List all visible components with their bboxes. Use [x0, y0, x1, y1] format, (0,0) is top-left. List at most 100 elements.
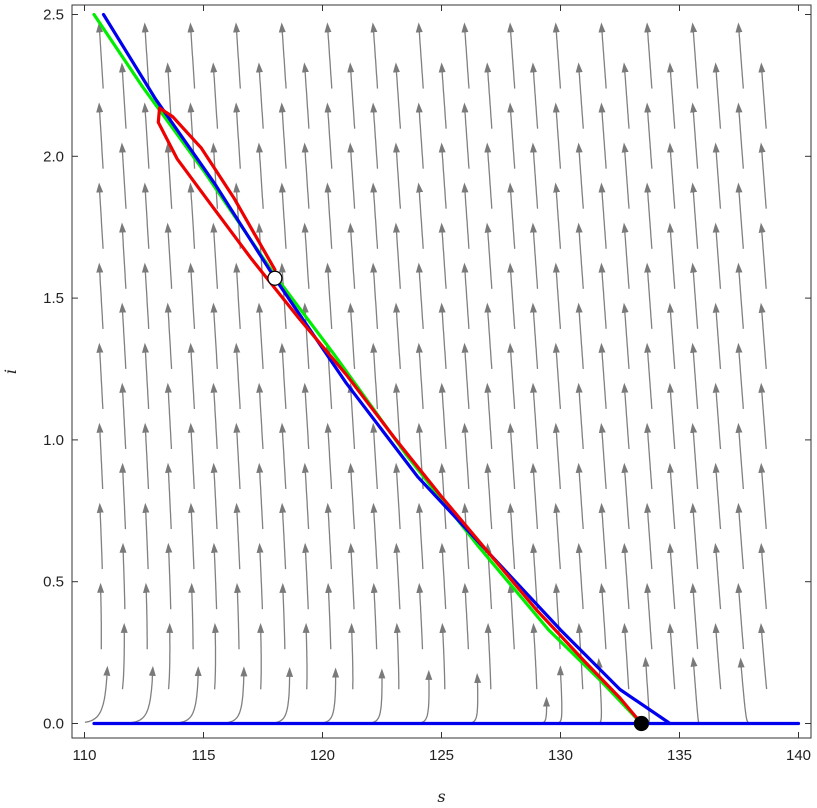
stream-arrow — [712, 62, 722, 129]
stream-arrow — [666, 382, 676, 450]
stream-arrow — [461, 342, 470, 409]
stream-arrow — [758, 302, 767, 369]
stream-arrow — [210, 62, 219, 129]
stream-arrow — [370, 342, 379, 409]
stream-arrow — [96, 262, 104, 329]
stream-arrow — [187, 22, 196, 89]
stream-arrow — [392, 62, 402, 129]
stream-arrow — [410, 669, 433, 725]
unstable-equilibrium-point — [267, 270, 283, 286]
stream-arrow — [256, 462, 264, 530]
stream-arrow — [644, 102, 653, 169]
stream-arrow — [758, 142, 767, 209]
stream-arrow — [96, 502, 104, 570]
x-tick-label: 130 — [548, 747, 573, 764]
stream-arrow — [598, 182, 607, 249]
stream-arrow — [278, 182, 287, 249]
stream-arrow — [712, 222, 722, 289]
stream-arrow — [507, 502, 516, 570]
stream-arrow — [461, 582, 470, 650]
stream-arrow — [96, 102, 104, 169]
stream-arrow — [233, 422, 241, 490]
stream-arrow — [598, 422, 607, 490]
stream-arrow — [188, 582, 196, 650]
stream-arrow — [324, 22, 333, 89]
stream-arrow — [666, 222, 676, 289]
stream-arrow — [119, 382, 127, 450]
stream-arrow — [370, 582, 378, 650]
stream-arrow — [712, 302, 722, 369]
y-tick-label: 1.0 — [43, 432, 64, 449]
stream-arrow — [210, 462, 218, 530]
stream-arrow — [278, 342, 287, 409]
stream-arrow — [438, 302, 447, 369]
stream-arrow — [530, 622, 538, 690]
stream-arrow — [461, 262, 470, 329]
stream-arrow — [667, 623, 676, 690]
stream-arrow — [484, 62, 493, 129]
stream-arrow — [690, 182, 699, 249]
stream-arrow — [233, 262, 241, 329]
stream-arrow — [438, 142, 447, 209]
stream-arrow — [507, 102, 516, 169]
stream-arrow — [507, 342, 516, 409]
stream-arrow — [461, 22, 470, 89]
stream-arrow — [758, 462, 767, 530]
stream-arrow — [301, 222, 310, 289]
stream-arrow — [415, 22, 424, 89]
stream-arrow — [735, 342, 744, 409]
stream-arrow — [461, 102, 470, 169]
stream-arrow — [529, 302, 539, 369]
stream-arrow — [621, 382, 630, 450]
trajectory-curves — [92, 12, 801, 726]
stream-arrow — [370, 502, 378, 570]
stream-arrow — [347, 542, 355, 610]
stream-arrow — [141, 342, 150, 410]
stream-arrow — [370, 22, 379, 89]
stream-arrow — [552, 22, 562, 89]
stream-arrow — [457, 673, 482, 725]
stream-arrow — [164, 222, 173, 289]
stream-arrow — [735, 502, 745, 570]
stream-arrow — [141, 182, 150, 249]
stream-arrow — [598, 102, 607, 169]
stream-arrow — [735, 262, 744, 329]
stream-arrow — [233, 102, 241, 169]
stream-arrow — [256, 302, 264, 369]
stream-arrow — [758, 62, 767, 129]
stream-arrow — [210, 542, 218, 610]
stream-arrow — [552, 422, 561, 490]
stream-arrow — [233, 22, 242, 89]
stream-arrow — [666, 542, 676, 610]
stream-arrow — [234, 582, 242, 650]
stream-arrow — [553, 502, 561, 570]
stream-arrow — [484, 302, 493, 369]
stream-arrow — [484, 462, 493, 530]
stream-arrow — [279, 422, 287, 490]
stream-arrow — [507, 422, 516, 490]
stream-arrow — [644, 342, 653, 409]
stream-arrow — [187, 262, 196, 329]
stream-arrow — [690, 342, 699, 409]
stream-arrow — [712, 623, 722, 690]
stream-arrow — [758, 222, 767, 289]
stream-arrow — [164, 62, 173, 129]
y-axis-label: i — [1, 369, 20, 374]
stream-arrow — [317, 667, 340, 724]
stream-arrow — [164, 302, 173, 369]
stream-arrow — [621, 542, 630, 610]
stream-arrow — [119, 542, 127, 610]
stream-arrow — [141, 22, 150, 89]
stream-arrow — [84, 665, 111, 723]
x-tick-label: 110 — [73, 747, 97, 764]
stream-arrow — [415, 262, 424, 329]
stream-arrow — [737, 657, 750, 724]
stream-arrow — [279, 502, 287, 570]
stream-arrow — [530, 382, 539, 450]
stream-arrow — [324, 182, 333, 249]
y-tick-label: 2.0 — [43, 148, 64, 165]
stream-arrow — [393, 542, 401, 610]
stream-arrow — [347, 462, 355, 530]
stream-arrow — [324, 262, 333, 329]
